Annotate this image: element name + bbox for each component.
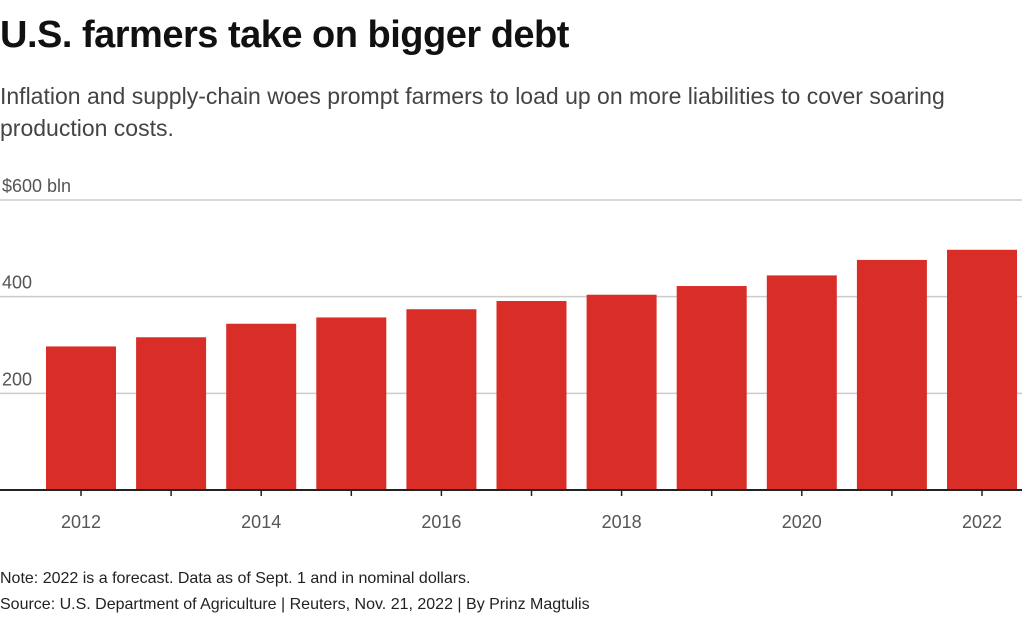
x-tick-label: 2022 [962, 512, 1002, 532]
bar-2018 [586, 294, 657, 490]
x-tick-label: 2018 [602, 512, 642, 532]
bar-chart: 200 400 $600 bln 2012 2014 2016 2018 2020 2022 [0, 176, 1022, 532]
chart-source: Source: U.S. Department of Agriculture |… [0, 596, 590, 613]
x-tick-label: 2020 [782, 512, 822, 532]
x-tick-label: 2016 [421, 512, 461, 532]
chart-note: Note: 2022 is a forecast. Data as of Sep… [0, 570, 471, 587]
bar-2019 [676, 286, 747, 490]
bar-2017 [496, 301, 567, 490]
y-tick-labels: 200 400 $600 bln [2, 176, 71, 389]
bar-2016 [406, 309, 477, 490]
bar-2020 [766, 275, 837, 490]
bars [46, 249, 1017, 490]
bar-2012 [46, 346, 116, 490]
y-tick-label: 400 [2, 273, 32, 293]
bar-2015 [316, 317, 387, 490]
x-tick-label: 2012 [61, 512, 101, 532]
bar-2013 [136, 337, 207, 490]
x-tick-label: 2014 [241, 512, 281, 532]
y-tick-label: $600 bln [2, 176, 71, 196]
chart-subtitle: Inflation and supply-chain woes prompt f… [0, 83, 945, 141]
bar-2014 [226, 323, 297, 490]
bar-2021 [856, 259, 927, 490]
chart-title: U.S. farmers take on bigger debt [0, 14, 569, 56]
bar-2022 [947, 249, 1017, 490]
y-tick-label: 200 [2, 369, 32, 389]
x-tick-labels: 2012 2014 2016 2018 2020 2022 [61, 490, 1002, 532]
